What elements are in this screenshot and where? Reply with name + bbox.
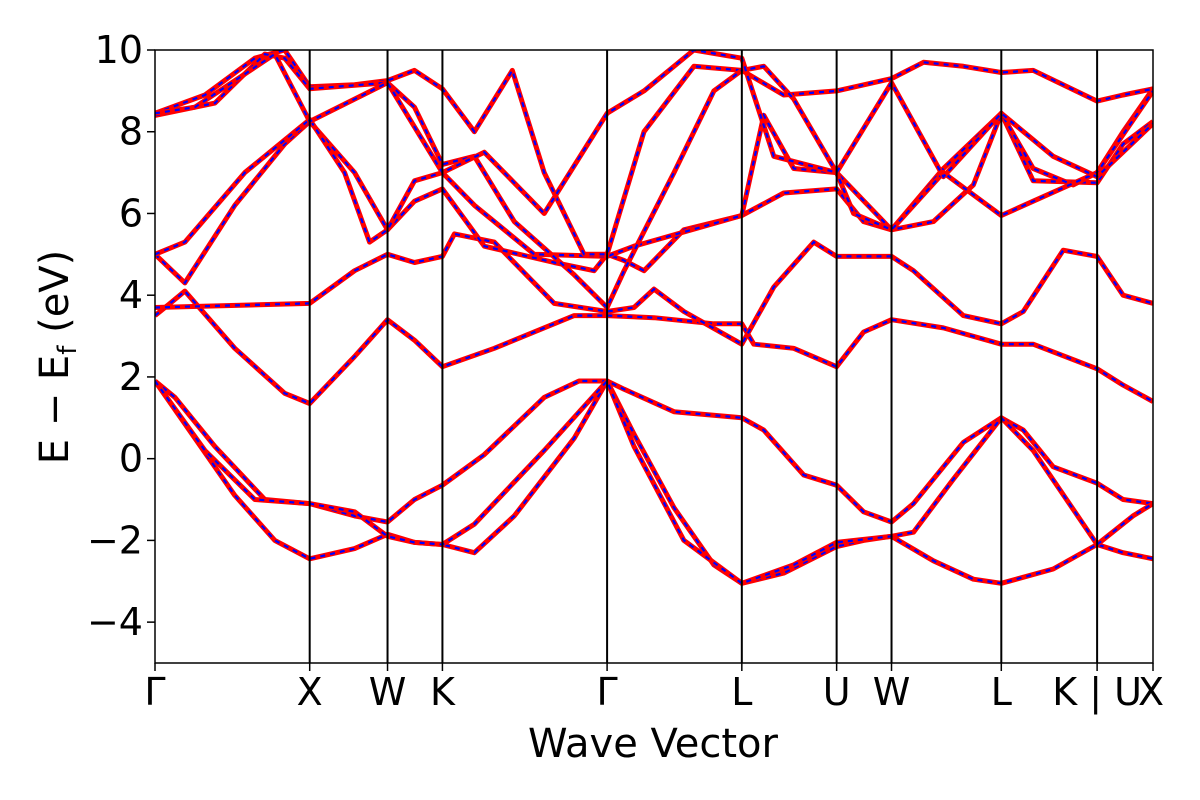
- x-axis-label: Wave Vector: [528, 721, 779, 767]
- band-lines: [155, 50, 1153, 586]
- y-tick-label: 8: [119, 110, 143, 154]
- y-tick-label: 10: [95, 28, 143, 72]
- y-axis-label-unit: (eV): [32, 250, 78, 333]
- band-line-dashed-7: [155, 88, 1153, 258]
- x-tick-label-kpoint: K: [430, 670, 456, 714]
- y-tick-label: 0: [119, 437, 143, 481]
- y-tick-label: 4: [119, 273, 143, 317]
- x-tick-label-kpoint: X: [1138, 670, 1164, 714]
- band-line-dashed-10: [155, 50, 1153, 216]
- plot-area: [154, 49, 1154, 664]
- band-line-dashed-6: [155, 110, 1153, 285]
- x-tick-label-kpoint: W: [369, 670, 407, 714]
- x-tick-label-kpoint: Γ: [597, 670, 618, 714]
- x-tick-label-kpoint: Γ: [144, 670, 165, 714]
- y-axis-label-main: E − E: [32, 355, 78, 465]
- y-tick-label: 2: [119, 355, 143, 399]
- band-line-9: [155, 51, 1153, 310]
- x-tick-label-kpoint: W: [873, 670, 911, 714]
- y-tick-label: −4: [87, 600, 143, 644]
- y-axis-label: E − Ef (eV): [32, 250, 83, 465]
- y-tick-label: −2: [87, 518, 143, 562]
- band-line-dashed-9: [155, 52, 1153, 310]
- band-line-6: [155, 110, 1153, 286]
- x-tick-label-kpoint: X: [297, 670, 323, 714]
- band-line-4: [155, 288, 1153, 406]
- x-tick-label-kpoint: L: [731, 670, 752, 714]
- band-line-dashed-2: [155, 378, 1153, 585]
- y-tick-label: 6: [119, 191, 143, 235]
- x-tick-label-kpoint: L: [991, 670, 1012, 714]
- svg-text:E − Ef (eV): E − Ef (eV): [32, 250, 83, 465]
- band-line-dashed-4: [155, 289, 1153, 405]
- y-axis-ticks: −4 −2 0 2 4 6 8 10: [87, 28, 155, 644]
- y-axis-label-subscript: f: [53, 345, 83, 355]
- x-tick-label-kpoint: K | U: [1052, 670, 1142, 715]
- plot-frame: [154, 49, 1154, 664]
- band-line-3: [155, 378, 1153, 586]
- band-line-dashed-5: [155, 232, 1153, 346]
- x-tick-label-kpoint: U: [823, 670, 851, 714]
